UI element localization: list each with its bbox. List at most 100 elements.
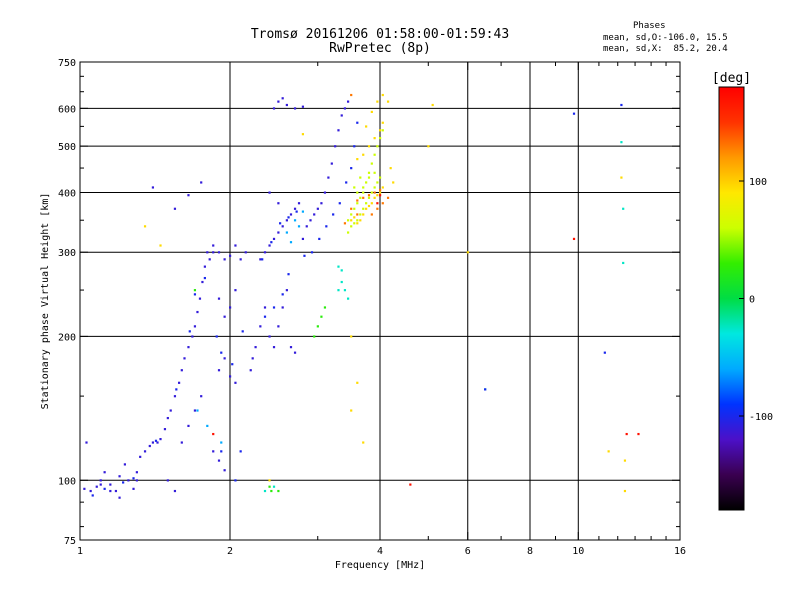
echo-point [212, 244, 215, 247]
colorbar-tick-label: -100 [749, 412, 773, 423]
echo-point [367, 204, 371, 208]
x-axis-ticks: 1 2 4 6 8 10 16 [77, 62, 686, 557]
echo-point [356, 213, 359, 216]
echo-point [173, 207, 177, 210]
echo-point [337, 289, 340, 292]
echo-point [297, 225, 301, 228]
echo-point [234, 244, 237, 247]
echo-point [346, 100, 350, 103]
echo-point [340, 269, 343, 272]
echo-point [303, 254, 306, 257]
echo-point [337, 265, 340, 268]
echo-point [208, 258, 211, 261]
echo-point [285, 103, 288, 107]
echo-point [263, 251, 267, 254]
echo-point [193, 325, 197, 328]
echo-point [220, 450, 223, 453]
echo-point [281, 225, 284, 228]
echo-point [244, 251, 247, 254]
echo-point [114, 489, 118, 493]
chart-subtitle: RwPretec (8p) [329, 41, 431, 56]
echo-point [135, 479, 138, 482]
echo-point [379, 137, 382, 140]
echo-point [367, 145, 371, 148]
echo-point [367, 194, 371, 197]
phase-stats-o-mode: mean, sd,O:-106.0, 15.5 [603, 33, 728, 43]
phase-stats-x-mode: mean, sd,X: 85.2, 20.4 [603, 44, 728, 54]
echo-point [268, 335, 271, 338]
echo-point [346, 231, 350, 234]
echo-point [193, 289, 197, 292]
echo-point [365, 181, 368, 184]
echo-point [466, 251, 469, 254]
echo-point [392, 181, 395, 184]
y-tick-label: 300 [58, 248, 76, 259]
echo-point [217, 459, 221, 462]
echo-point [85, 441, 88, 444]
echo-point [229, 375, 232, 378]
echo-point [381, 186, 384, 189]
echo-point [289, 346, 293, 349]
echo-point [310, 251, 314, 254]
echo-point [200, 181, 203, 184]
echo-point [386, 100, 390, 103]
echo-point [263, 306, 267, 309]
echo-point [379, 129, 382, 132]
echo-point [376, 194, 379, 197]
echo-point [309, 219, 312, 222]
echo-point [356, 199, 359, 202]
echo-point [359, 213, 362, 216]
colorbar-tick-label: 100 [749, 177, 767, 188]
echo-point [272, 306, 276, 309]
echo-point [316, 325, 319, 328]
echo-point [277, 202, 280, 205]
echo-point [427, 145, 430, 148]
echo-point [343, 107, 347, 110]
echo-point [376, 207, 379, 210]
echo-point [151, 186, 155, 189]
echo-point [373, 137, 376, 140]
echo-point [350, 225, 353, 228]
echo-point [203, 276, 206, 280]
echo-point [431, 103, 434, 107]
echo-point [337, 129, 340, 132]
echo-point [99, 483, 102, 486]
echo-point [281, 293, 284, 296]
echo-point [118, 475, 121, 478]
echo-point [301, 210, 305, 213]
echo-point [259, 325, 262, 328]
echo-point [196, 310, 199, 314]
echo-point [198, 297, 202, 300]
x-tick-label: 8 [527, 546, 533, 557]
echo-point [268, 479, 271, 482]
echo-point [191, 335, 194, 338]
echo-point [239, 258, 242, 261]
echo-point [217, 297, 221, 300]
echo-point [187, 346, 190, 349]
echo-point [362, 191, 365, 194]
echo-point [239, 450, 242, 453]
echo-point [127, 479, 130, 482]
echo-point [362, 186, 365, 189]
echo-point [254, 346, 257, 349]
echo-point [359, 219, 362, 222]
echo-point [572, 237, 576, 241]
echo-point [370, 191, 373, 194]
echo-point [229, 306, 232, 309]
echo-point [623, 489, 627, 493]
echo-point [370, 202, 373, 205]
x-tick-label: 1 [77, 546, 83, 557]
echo-point [350, 207, 353, 210]
echo-point [343, 289, 347, 292]
grid-lines [80, 62, 680, 540]
echo-point [362, 441, 365, 444]
echo-point [95, 485, 98, 488]
echo-point [623, 459, 627, 462]
echo-point [381, 129, 384, 132]
echo-point [620, 176, 623, 179]
echo-point [370, 162, 373, 165]
y-tick-label: 400 [58, 188, 76, 199]
echo-point [334, 145, 337, 148]
colorbar-label: [deg] [712, 71, 751, 86]
echo-point [272, 237, 276, 241]
